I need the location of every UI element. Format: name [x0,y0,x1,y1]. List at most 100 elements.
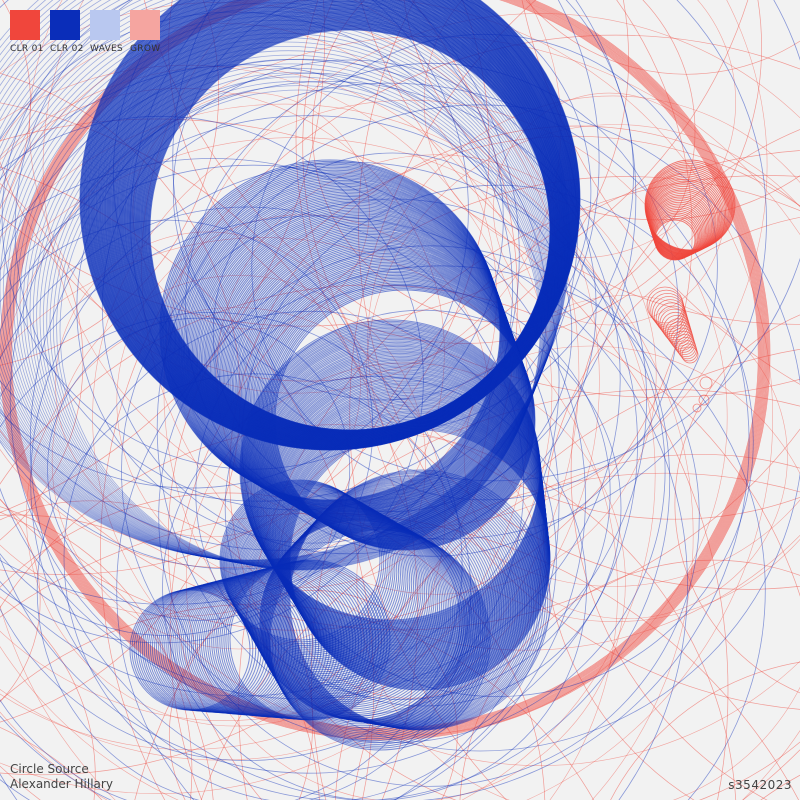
blue-circle [0,206,525,761]
blue-circle [271,500,496,725]
blue-circle [264,510,477,723]
swatch-bar [10,10,160,40]
red-ring [6,0,764,734]
blue-circle [0,0,559,565]
blue-circle [1,0,504,470]
blue-circle [0,0,559,565]
red-circle [0,0,580,794]
blue-circle [36,373,472,800]
blue-circle [156,104,800,752]
red-circle [167,135,800,800]
red-circle [0,137,694,800]
blue-circle [249,510,448,708]
blue-circle [39,63,545,569]
blue-circle [0,115,638,774]
blue-circle [224,309,622,707]
blue-circle [0,0,567,562]
red-ring [8,0,762,732]
red-circle [360,0,800,325]
blue-circle [0,312,463,800]
red-circle [0,183,84,541]
blue-circle [251,33,718,501]
blue-circle [226,486,396,656]
red-circle [0,506,193,800]
red-circle [0,492,546,800]
blue-circle [222,482,388,648]
blue-circle [278,487,519,727]
blue-circle [6,19,553,567]
blue-circle [259,519,469,729]
blue-circle [281,482,528,728]
blue-circle [19,37,550,568]
blue-circle [0,0,568,562]
blue-circle [268,504,489,724]
blue-circle [289,469,551,731]
blue-circle [267,506,484,724]
red-circle [0,0,325,513]
red-circle [674,314,800,694]
blue-circle [121,198,666,743]
blue-circle [9,24,552,567]
grow-swatch[interactable] [130,10,160,40]
blue-circle [0,0,568,562]
red-circle [358,0,800,710]
red-ring [11,0,759,729]
blue-circle [281,483,526,728]
blue-circle [273,496,503,726]
blue-circle [244,504,435,695]
blue-circle [130,0,767,540]
red-circle [459,559,800,800]
blue-circle [0,164,586,800]
clr-02-swatch[interactable] [50,10,80,40]
red-circle [525,0,800,75]
blue-circle [0,0,566,562]
blue-circle [284,477,537,729]
blue-circle [101,59,597,555]
red-circle [0,103,656,800]
blue-circle [228,487,400,660]
blue-circle [172,0,800,482]
red-ring [2,0,768,738]
blue-circle [52,80,542,570]
blue-circle [263,513,473,722]
blue-circle [266,508,482,723]
blue-circle [277,488,516,727]
blue-circle [261,521,474,734]
blue-circle [0,58,621,700]
red-circle [143,0,800,398]
clr-01-swatch[interactable] [10,10,40,40]
blue-circle [0,0,561,564]
blue-circle [0,0,564,563]
red-small-circles-layer [644,159,736,413]
red-circle [0,102,418,800]
blue-circle [266,526,485,745]
blue-circle [42,67,545,570]
blue-circle [0,215,688,800]
red-small-circle [692,403,702,413]
blue-circle [0,0,563,563]
blue-circle [63,310,557,800]
blue-circle [30,82,750,800]
blue-circle [0,2,556,566]
blue-circle [266,526,484,744]
blue-circle [272,497,500,725]
blue-circle [36,58,546,569]
blue-circle [258,518,467,727]
swatch-labels: CLR 01 CLR 02 WAVES GROW [10,44,170,54]
blue-circle [269,529,491,751]
blue-circle [288,470,549,731]
blue-circle [46,72,544,570]
red-small-circle [699,376,713,390]
blue-circle [276,491,512,727]
waves-swatch[interactable] [90,10,120,40]
blue-circle [0,6,555,566]
blue-circle [224,484,392,652]
blue-circle [0,64,560,697]
blue-circle [16,32,551,568]
blue-circle [0,0,570,561]
red-circle [570,129,800,800]
blue-circle [0,219,374,636]
blue-circle [0,0,469,489]
blue-circle [0,0,571,561]
